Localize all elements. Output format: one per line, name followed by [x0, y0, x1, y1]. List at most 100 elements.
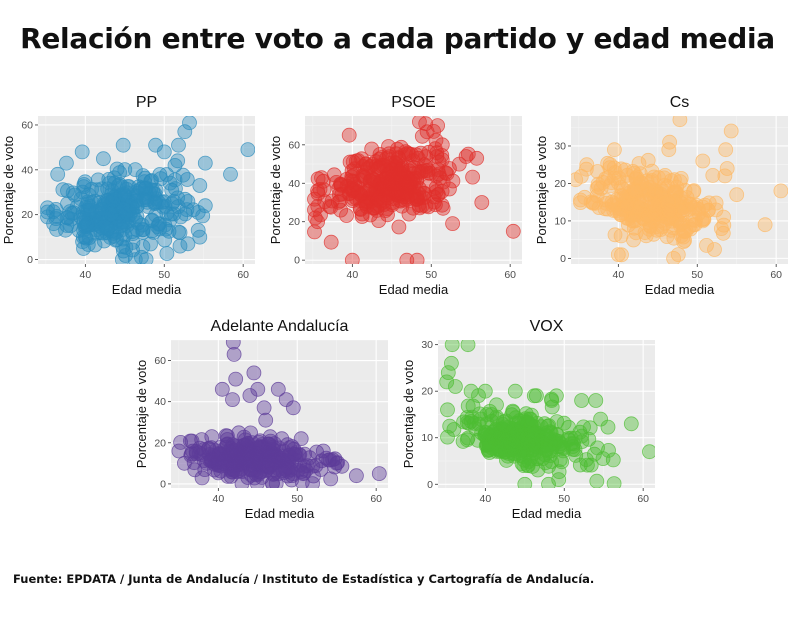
y-tick-label: 20 [288, 216, 300, 228]
data-point [463, 383, 479, 399]
data-point [329, 175, 344, 190]
data-point [83, 202, 99, 218]
data-point [314, 170, 329, 186]
data-point [391, 219, 407, 235]
data-point [705, 168, 721, 183]
data-point [270, 381, 286, 397]
data-point [151, 216, 167, 232]
data-point [620, 175, 635, 190]
y-tick-label: 10 [421, 432, 433, 444]
scatter-panel-psoe: 40 50 60 0 20 40 60 PSOE Edad media Porcentaje de… [267, 84, 532, 304]
data-point [757, 217, 773, 233]
data-point [537, 455, 553, 471]
data-point [478, 438, 494, 454]
x-tick-label: 40 [347, 269, 359, 281]
scatter-svg: 40 50 60 0 20 40 60 PP Edad media Porcentaje de v… [1, 94, 255, 297]
point-layer [571, 116, 788, 264]
panel-title: Adelante Andalucía [211, 318, 349, 335]
data-point [134, 249, 149, 264]
x-tick-label: 40 [480, 493, 492, 505]
data-point [574, 393, 590, 408]
data-point [472, 406, 488, 422]
data-point [691, 205, 707, 221]
data-point [293, 431, 309, 447]
data-point [626, 232, 641, 248]
data-point [285, 400, 301, 416]
data-point [226, 458, 242, 474]
data-point [561, 419, 577, 435]
data-point [115, 231, 131, 247]
data-point [385, 195, 401, 210]
data-point [676, 234, 692, 250]
data-point [228, 441, 243, 457]
data-point [458, 149, 474, 164]
y-tick-label: 20 [554, 178, 566, 190]
data-point [440, 402, 455, 418]
x-tick-label: 60 [237, 269, 249, 281]
data-point [600, 155, 616, 171]
data-point [196, 453, 212, 469]
data-point [274, 431, 290, 447]
data-point [80, 194, 96, 210]
data-point [347, 177, 363, 192]
data-point [76, 177, 92, 192]
data-point [695, 153, 711, 169]
data-point [593, 181, 609, 196]
data-point [551, 464, 567, 480]
data-point [461, 416, 477, 431]
plot-background [438, 340, 655, 488]
data-point [59, 155, 74, 171]
data-point [654, 219, 670, 234]
data-point [259, 458, 275, 474]
data-point [431, 154, 447, 170]
data-point [372, 147, 388, 162]
data-point [566, 436, 581, 452]
y-tick-label: 20 [421, 386, 433, 398]
data-point [675, 223, 691, 239]
x-axis-label: Edad media [245, 506, 315, 521]
x-tick-label: 40 [213, 493, 225, 505]
data-point [377, 203, 393, 218]
data-point [590, 164, 605, 179]
data-point [192, 229, 208, 245]
data-point [488, 421, 504, 437]
x-tick-label: 50 [558, 493, 570, 505]
data-point [363, 173, 378, 189]
data-point [517, 476, 533, 488]
data-point [440, 429, 455, 445]
data-point [665, 194, 681, 209]
data-point [607, 227, 623, 243]
data-point [494, 428, 510, 443]
data-point [601, 442, 616, 458]
data-point [398, 169, 414, 185]
data-point [242, 388, 258, 403]
data-point [268, 476, 284, 488]
data-point [96, 151, 111, 167]
x-tick-label: 60 [370, 493, 382, 505]
data-point [713, 221, 729, 237]
data-point [183, 433, 198, 449]
data-point [113, 218, 128, 234]
data-point [600, 419, 616, 435]
data-point [49, 221, 64, 237]
data-point [100, 221, 115, 237]
data-point [552, 452, 568, 468]
data-point [448, 379, 463, 394]
data-point [374, 182, 390, 197]
data-point [482, 428, 498, 443]
data-point [157, 232, 173, 248]
point-layer [307, 116, 521, 264]
data-point [316, 182, 332, 198]
data-point [645, 204, 661, 220]
data-point [582, 420, 598, 436]
x-axis-label: Edad media [379, 282, 449, 297]
data-point [579, 157, 595, 173]
data-point [626, 213, 641, 229]
data-point [77, 229, 93, 245]
data-point [477, 383, 493, 399]
data-point [144, 173, 160, 188]
data-point [414, 128, 430, 144]
data-point [550, 439, 566, 455]
y-tick-label: 40 [288, 178, 300, 190]
panel-title: Cs [670, 94, 690, 111]
